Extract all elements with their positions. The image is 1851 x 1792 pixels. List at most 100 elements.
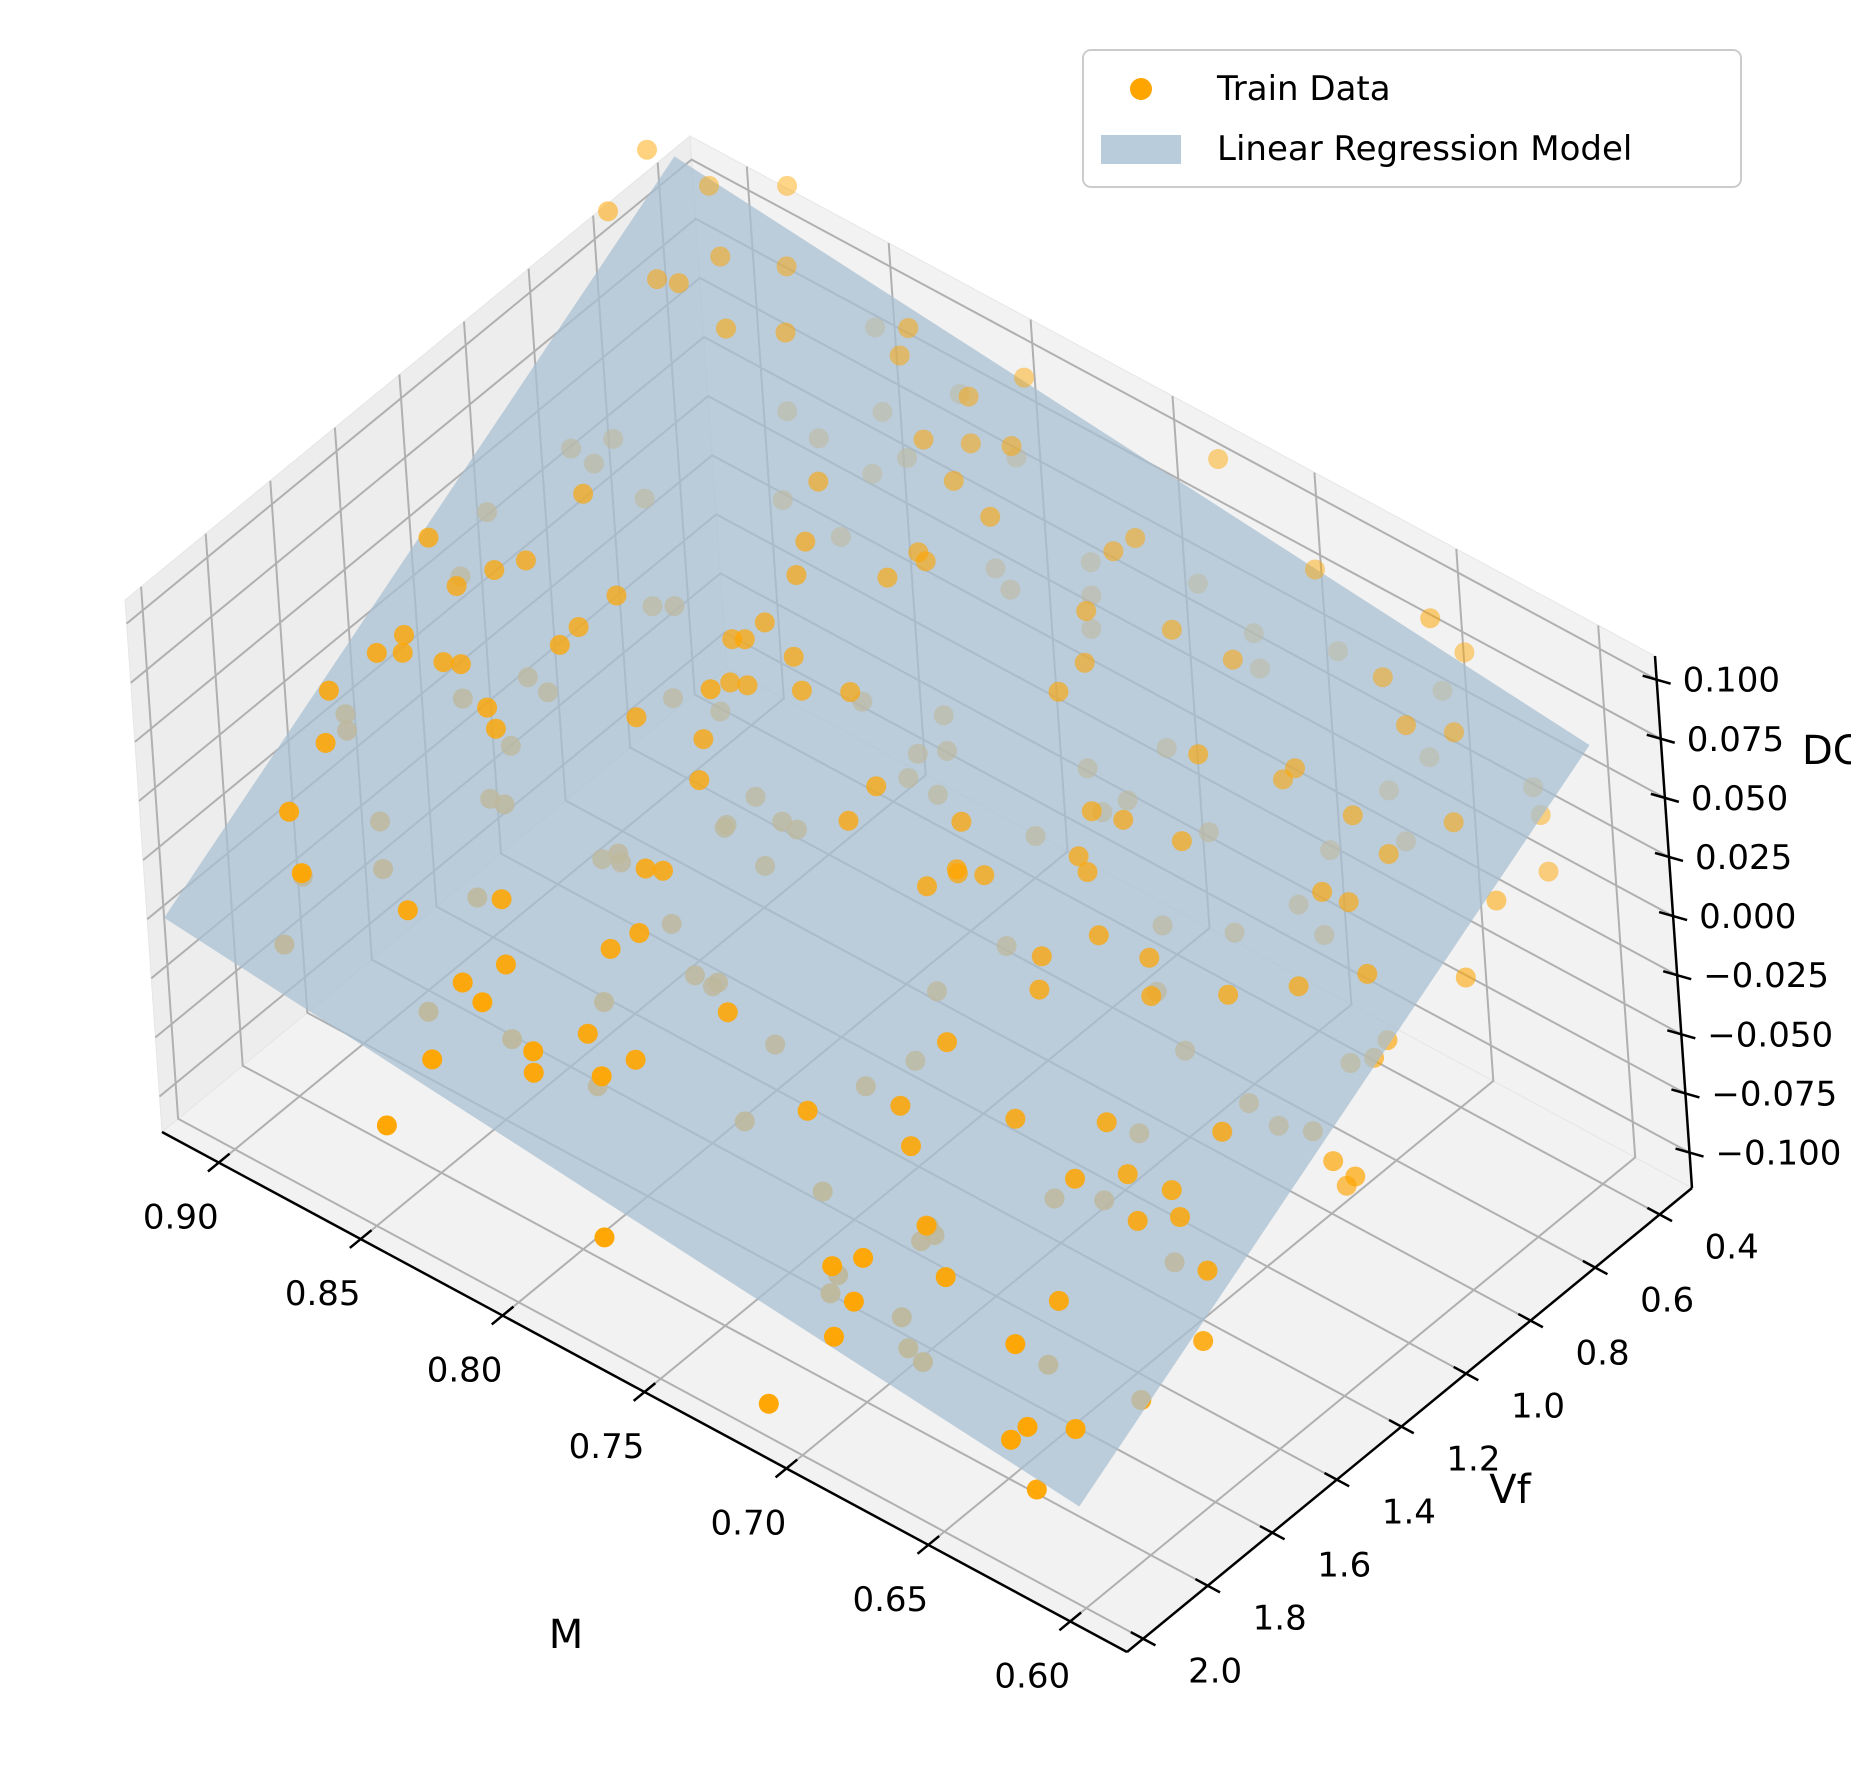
data-point [935, 1267, 956, 1288]
data-point [1077, 862, 1098, 882]
data-point [491, 889, 512, 910]
data-point [1017, 1416, 1038, 1437]
y-tick-label: 1.0 [1511, 1387, 1565, 1427]
data-point [598, 201, 618, 222]
data-point [840, 682, 861, 702]
data-point [958, 386, 979, 407]
data-point [1088, 925, 1109, 946]
data-point [549, 634, 570, 655]
data-point [710, 246, 731, 267]
x-axis-title: M [549, 1612, 584, 1658]
y-tick-label: 0.8 [1576, 1334, 1630, 1374]
y-tick-label: 2.0 [1188, 1652, 1242, 1692]
data-point [1372, 667, 1393, 688]
data-point [786, 565, 807, 585]
data-point [791, 680, 812, 701]
data-point [822, 1256, 843, 1277]
y-tick-mark [1194, 1577, 1221, 1594]
data-point [980, 506, 1001, 527]
data-point [1323, 1151, 1344, 1172]
data-point [717, 1002, 738, 1023]
data-point [1005, 1334, 1026, 1355]
data-point [446, 576, 467, 596]
data-point [594, 1227, 615, 1248]
z-tick-label: −0.025 [1703, 956, 1829, 996]
data-point [960, 433, 981, 454]
z-tick-label: −0.100 [1716, 1134, 1842, 1174]
x-tick-mark [490, 1305, 515, 1326]
data-point [1031, 946, 1052, 967]
z-tick-mark [1658, 910, 1688, 922]
data-point [418, 527, 439, 548]
data-point [916, 1215, 937, 1236]
data-point [877, 567, 898, 588]
data-point [1454, 642, 1475, 663]
data-point [626, 707, 647, 728]
x-tick-label: 0.75 [569, 1427, 645, 1467]
data-point [591, 1066, 612, 1087]
data-point [635, 858, 656, 879]
data-point [600, 938, 621, 959]
data-point [700, 679, 721, 700]
data-point [689, 770, 710, 791]
data-point [1193, 1331, 1214, 1351]
z-tick-mark [1642, 674, 1671, 685]
regression-plane [164, 156, 1590, 1507]
data-point [625, 1049, 646, 1070]
y-axis-title: Vf [1489, 1467, 1531, 1513]
data-point [1338, 892, 1359, 913]
legend-swatch-regression-plane [1101, 135, 1181, 164]
data-point [946, 859, 967, 880]
y-tick-mark [1259, 1524, 1286, 1541]
legend-frame [1082, 49, 1742, 188]
data-point [1486, 890, 1507, 911]
data-point [716, 318, 736, 339]
data-point [1141, 986, 1162, 1006]
data-point [1029, 979, 1050, 1000]
x-tick-mark [207, 1152, 231, 1173]
points-in-front-of-plane [279, 139, 1475, 1450]
data-point [1342, 805, 1363, 826]
data-point [1113, 809, 1134, 830]
y-tick-label: 0.6 [1640, 1281, 1694, 1321]
data-point [1396, 715, 1416, 736]
data-point [1048, 681, 1069, 702]
x-tick-mark [349, 1229, 373, 1249]
y-tick-mark [1453, 1365, 1479, 1382]
grid-line-vf [204, 533, 1209, 1587]
data-point [1285, 758, 1305, 779]
data-point [699, 175, 719, 196]
data-point [485, 718, 506, 739]
z-tick-label: 0.100 [1683, 661, 1780, 701]
data-point [1161, 619, 1182, 640]
z-tick-label: 0.050 [1691, 779, 1788, 819]
data-point [1065, 1168, 1085, 1189]
data-point [1096, 1112, 1117, 1133]
data-point [653, 860, 673, 881]
y-tick-label: 1.8 [1253, 1599, 1307, 1639]
data-point [1139, 947, 1160, 968]
data-point [915, 551, 936, 572]
data-point [1312, 881, 1333, 902]
data-point [1005, 1108, 1026, 1129]
data-point [1001, 1429, 1021, 1450]
data-point [890, 1095, 911, 1116]
x-tick-mark [1058, 1611, 1082, 1632]
regression-plane-surface [164, 156, 1590, 1507]
data-point [917, 876, 937, 897]
data-point [472, 992, 493, 1013]
data-point [433, 652, 454, 673]
data-point [974, 865, 995, 886]
data-point [943, 470, 964, 491]
data-point [1103, 541, 1124, 562]
z-tick-mark [1646, 733, 1676, 744]
z-tick-label: −0.075 [1711, 1074, 1837, 1114]
data-point [775, 322, 796, 343]
data-point [484, 560, 505, 580]
data-point [1170, 1207, 1190, 1227]
z-tick-label: 0.025 [1695, 838, 1792, 878]
data-point [808, 471, 829, 492]
data-point [573, 483, 594, 504]
tick-marks [207, 674, 1704, 1647]
y-tick-mark [1130, 1631, 1157, 1647]
